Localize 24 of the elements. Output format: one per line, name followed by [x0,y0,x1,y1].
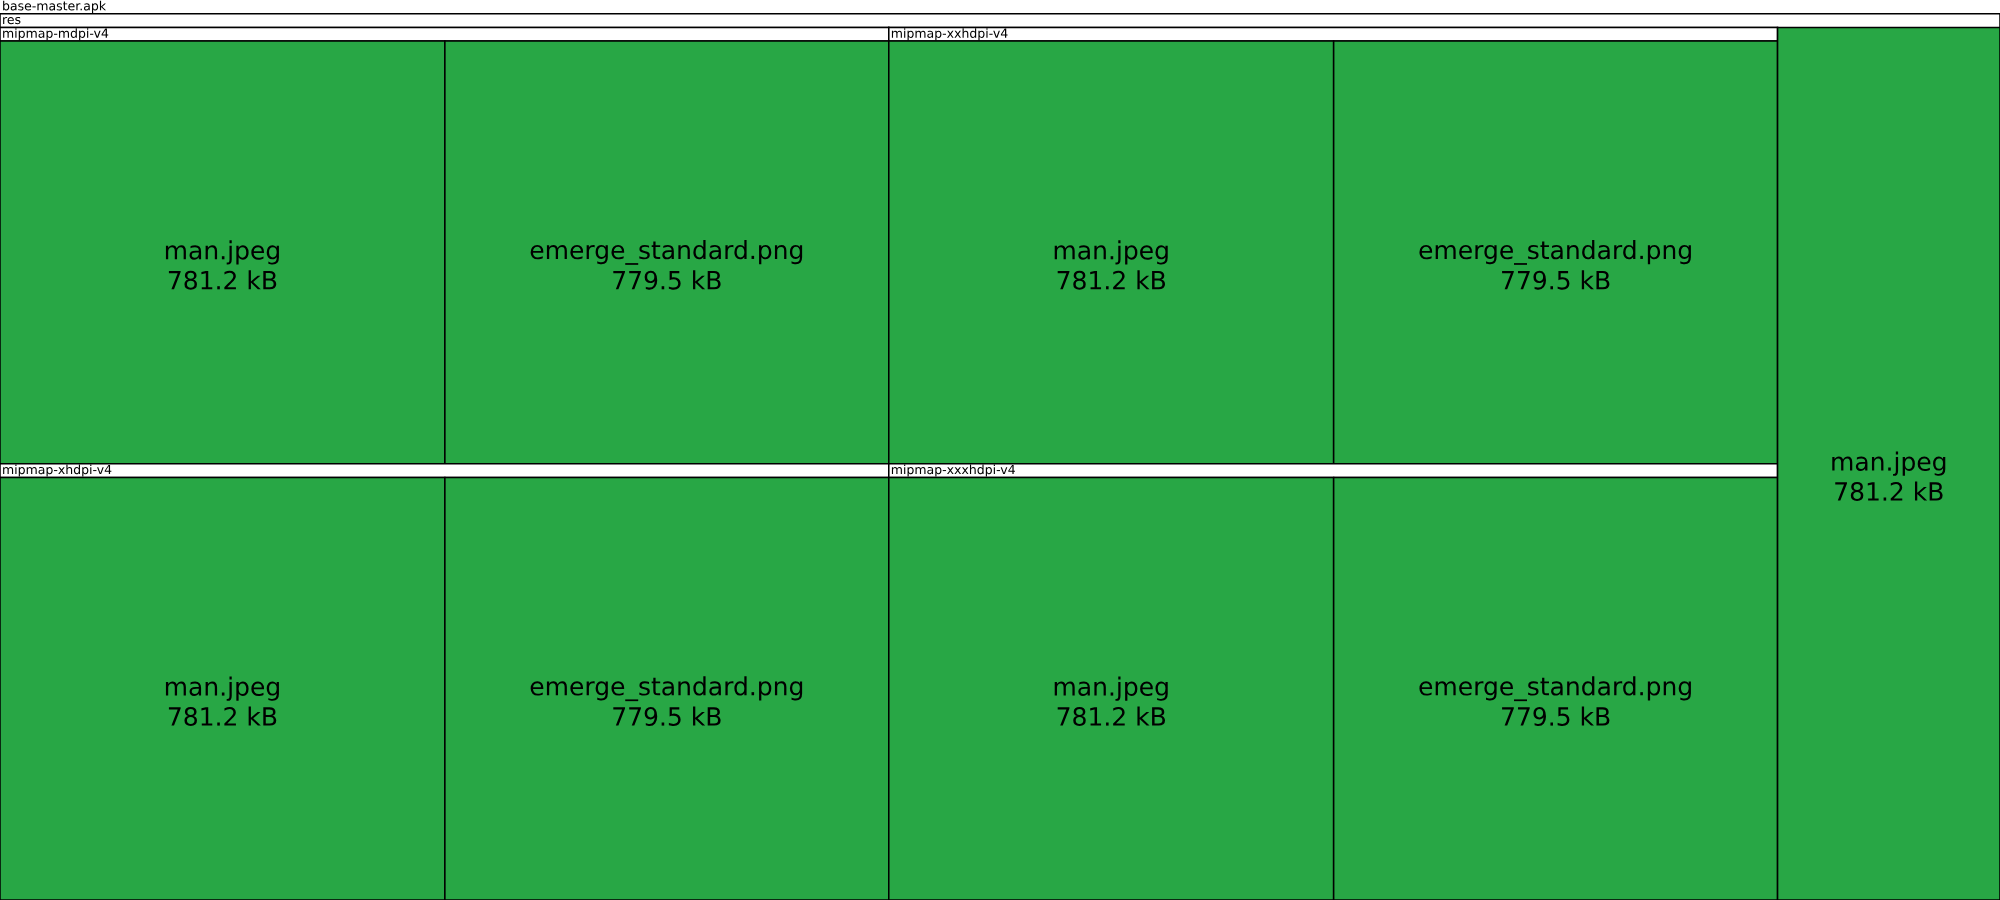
category-label: emerge_standard.png [1419,239,1691,265]
data-label: 779.5 kB [1502,706,1610,726]
data-label: 781.2 kB [168,270,277,290]
data-label: 781.2 kB [1057,706,1166,726]
series-label: mipmap-xxxhdpi-v4 [891,464,1015,477]
data-label: 781.2 kB [168,706,277,726]
data-label: 779.5 kB [613,270,721,290]
series-label: mipmap-xhdpi-v4 [3,464,112,477]
data-label: 781.2 kB [1835,481,1943,501]
category-label: man.jpeg [1054,676,1168,701]
category-label: man.jpeg [1832,451,1946,476]
category-label: man.jpeg [1054,240,1168,265]
text: res [3,17,21,25]
category-label: emerge_standard.png [530,676,803,702]
category-label: emerge_standard.png [1419,676,1691,702]
category-label: man.jpeg [165,676,279,701]
series-label: mipmap-mdpi-v4 [3,28,109,41]
data-label: 779.5 kB [613,706,721,726]
series-label: mipmap-xxhdpi-v4 [891,28,1008,41]
text: base-master.apk [3,0,107,13]
category-label: man.jpeg [165,240,279,265]
data-label: 779.5 kB [1502,270,1610,290]
data-label: 781.2 kB [1057,270,1166,290]
category-label: emerge_standard.png [530,239,803,265]
